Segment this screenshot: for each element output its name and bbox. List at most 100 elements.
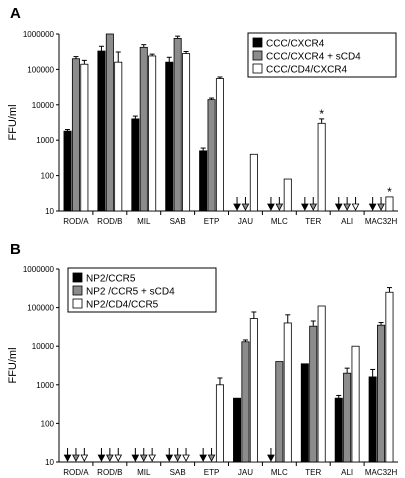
y-tick-label: 10000 — [32, 342, 55, 351]
y-tick-label: 1000000 — [23, 265, 55, 274]
bar — [131, 118, 140, 212]
below-detection-arrow-head — [72, 454, 80, 462]
legend: NP2/CCR5 NP2 /CCR5 + sCD4 NP2/CD4/CCR5 — [67, 267, 217, 313]
legend-box — [247, 32, 397, 78]
x-tick-label: ETP — [204, 217, 220, 226]
below-detection-arrow-head — [173, 454, 182, 462]
y-tick-label: 1000000 — [23, 30, 55, 39]
x-tick-label: ROD/A — [63, 468, 89, 477]
bar — [215, 78, 224, 212]
bar — [249, 153, 258, 212]
bar — [63, 130, 72, 212]
legend-box — [67, 267, 217, 313]
legend: CCC/CXCR4 CCC/CXCR4 + sCD4 CCC/CD4/CXCR4 — [247, 32, 397, 78]
legend-swatch — [252, 63, 263, 74]
below-detection-arrow-head — [148, 454, 157, 462]
below-detection-arrow-head — [63, 454, 72, 462]
legend-swatch — [252, 37, 263, 48]
y-tick-label: 100000 — [27, 304, 54, 313]
x-tick-label: ROD/A — [63, 217, 89, 226]
below-detection-arrow-head — [207, 454, 216, 462]
below-detection-arrow-head — [309, 203, 318, 211]
bar — [317, 305, 326, 463]
legend-label: CCC/CXCR4 — [266, 39, 325, 50]
below-detection-arrow-head — [114, 454, 123, 462]
below-detection-arrow-head — [267, 454, 275, 462]
below-detection-arrow-head — [343, 203, 352, 211]
bar — [275, 361, 284, 463]
bar — [368, 376, 377, 463]
legend-swatch — [72, 272, 83, 283]
legend-label: NP2/CD4/CCR5 — [86, 300, 159, 311]
x-tick-label: MAC32H — [365, 217, 398, 226]
bar — [173, 38, 182, 212]
bar — [148, 55, 157, 212]
x-tick-label: MLC — [271, 468, 288, 477]
y-tick-label: 10 — [45, 207, 54, 216]
legend-label: NP2/CCR5 — [86, 274, 136, 285]
y-tick-label: 100 — [41, 172, 55, 181]
below-detection-arrow-head — [199, 454, 208, 462]
x-tick-label: ETP — [204, 468, 220, 477]
legend-label: CCC/CD4/CXCR4 — [266, 65, 348, 76]
bar — [139, 46, 148, 212]
legend-label: NP2 /CCR5 + sCD4 — [86, 287, 175, 298]
panel-a: A FFU/ml 10 100 1000 10000 100000 1000000 ROD/A R… — [7, 5, 398, 226]
bar — [343, 372, 352, 463]
bar — [300, 363, 309, 463]
bar — [249, 318, 258, 463]
bar — [241, 341, 250, 463]
y-tick-label: 10 — [45, 458, 54, 467]
bar — [182, 53, 191, 212]
legend-swatch — [72, 285, 83, 296]
x-tick-label: TER — [305, 468, 321, 477]
legend-swatch — [252, 50, 263, 61]
y-tick-label: 1000 — [36, 136, 54, 145]
bar — [105, 33, 114, 212]
below-detection-arrow-head — [233, 203, 241, 211]
bar — [283, 322, 292, 463]
below-detection-arrow-head — [97, 454, 106, 462]
below-detection-arrow-head — [377, 203, 385, 211]
y-tick-label: 100000 — [27, 65, 54, 74]
bar — [165, 61, 174, 212]
significance-asterisk: * — [319, 107, 324, 121]
bar — [199, 150, 208, 212]
bar — [80, 63, 89, 212]
below-detection-arrow-head — [368, 203, 377, 211]
x-tick-label: ROD/B — [97, 468, 122, 477]
below-detection-arrow-head — [334, 203, 343, 211]
bar — [309, 325, 318, 463]
bar — [351, 345, 360, 463]
panel-label: B — [10, 241, 21, 258]
below-detection-arrow-head — [131, 454, 140, 462]
below-detection-arrow-head — [241, 203, 250, 211]
x-tick-label: MIL — [137, 468, 151, 477]
x-tick-label: ALI — [341, 468, 353, 477]
x-tick-label: MAC32H — [365, 468, 398, 477]
x-tick-label: MLC — [271, 217, 288, 226]
bar — [233, 397, 242, 463]
y-axis-label: FFU/ml — [7, 347, 19, 383]
y-tick-label: 1000 — [36, 381, 54, 390]
y-tick-label: 100 — [41, 419, 55, 428]
y-tick-label: 10000 — [32, 101, 55, 110]
y-axis-label: FFU/ml — [7, 104, 19, 140]
x-tick-label: SAB — [170, 217, 186, 226]
below-detection-arrow-head — [275, 203, 284, 211]
below-detection-arrow-head — [182, 454, 190, 462]
below-detection-arrow-head — [300, 203, 309, 211]
bar — [334, 397, 343, 463]
panel-label: A — [10, 5, 21, 22]
panel-b: B FFU/ml 10 100 1000 10000 100000 1000000 ROD/A R… — [7, 241, 398, 477]
x-tick-label: MIL — [137, 217, 151, 226]
bar — [283, 178, 292, 212]
below-detection-arrow-head — [351, 203, 360, 211]
significance-asterisk: * — [387, 185, 392, 199]
legend-swatch — [72, 298, 83, 309]
below-detection-arrow-head — [80, 454, 89, 462]
x-tick-label: JAU — [238, 217, 253, 226]
x-tick-label: TER — [305, 217, 321, 226]
bar — [317, 122, 326, 212]
